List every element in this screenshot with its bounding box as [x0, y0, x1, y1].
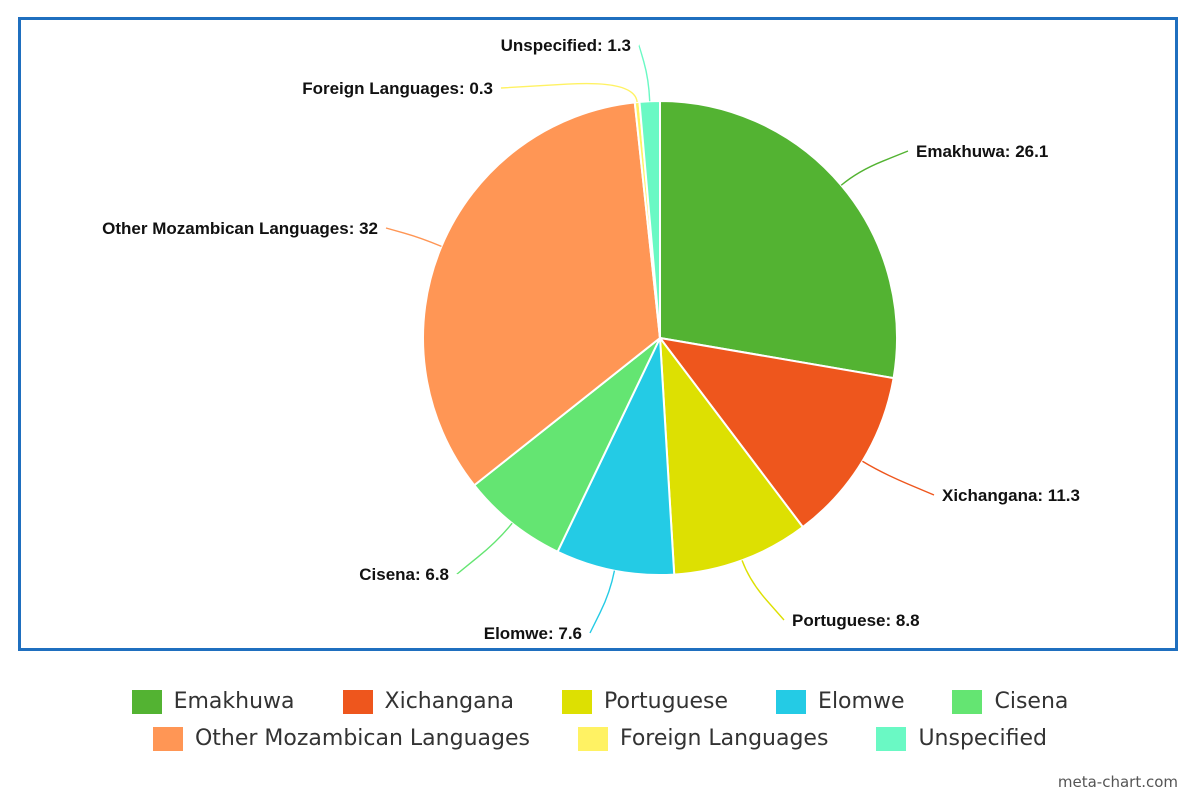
leader-line-other-mozambican-languages	[385, 227, 442, 248]
slice-label-foreign-languages: Foreign Languages: 0.3	[302, 79, 493, 98]
legend-label: Cisena	[994, 689, 1069, 714]
legend-label: Emakhuwa	[173, 689, 295, 714]
legend-swatch	[876, 726, 907, 751]
credit-text: meta-chart.com	[1057, 773, 1178, 791]
legend-label: Other Mozambican Languages	[194, 726, 530, 751]
leader-line-xichangana	[862, 460, 935, 496]
slice-label-other-mozambican-languages: Other Mozambican Languages: 32	[102, 219, 378, 238]
legend-swatch	[952, 689, 983, 714]
pie-slices	[422, 99, 898, 576]
legend: Emakhuwa Xichangana Portuguese Elomwe Cisena…	[0, 683, 1200, 757]
legend-item-cisena[interactable]: Cisena	[952, 683, 1068, 720]
leader-line-cisena	[456, 522, 513, 575]
leader-lines	[385, 44, 935, 634]
legend-swatch	[152, 726, 183, 751]
pie-slice-emakhuwa	[659, 99, 898, 380]
slice-labels: Emakhuwa: 26.1 Xichangana: 11.3 Portuguese…	[102, 36, 1080, 643]
leader-line-portuguese	[741, 560, 785, 621]
slice-label-portuguese: Portuguese: 8.8	[792, 611, 920, 630]
legend-item-portuguese[interactable]: Portuguese	[562, 683, 728, 720]
legend-item-elomwe[interactable]: Elomwe	[776, 683, 904, 720]
leader-line-emakhuwa	[840, 150, 909, 186]
legend-item-xichangana[interactable]: Xichangana	[342, 683, 515, 720]
pie-slice-cisena	[472, 337, 661, 554]
legend-label: Foreign Languages	[619, 726, 829, 751]
legend-item-emakhuwa[interactable]: Emakhuwa	[131, 683, 295, 720]
legend-item-foreign-languages[interactable]: Foreign Languages	[577, 720, 829, 757]
legend-swatch	[131, 689, 162, 714]
pie-slice-elomwe	[556, 334, 676, 576]
legend-label: Xichangana	[384, 689, 515, 714]
legend-swatch	[577, 726, 608, 751]
legend-row: Other Mozambican Languages Foreign Langua…	[0, 720, 1200, 757]
legend-label: Portuguese	[604, 689, 729, 714]
pie-chart: Emakhuwa: 26.1 Xichangana: 11.3 Portuguese…	[102, 36, 1080, 643]
legend-item-unspecified[interactable]: Unspecified	[876, 720, 1047, 757]
legend-label: Unspecified	[918, 726, 1048, 751]
legend-swatch	[342, 689, 373, 714]
slice-label-cisena: Cisena: 6.8	[359, 565, 449, 584]
legend-swatch	[562, 689, 593, 714]
leader-line-elomwe	[589, 570, 616, 634]
leader-line-unspecified	[638, 44, 651, 102]
legend-item-other-mozambican-languages[interactable]: Other Mozambican Languages	[152, 720, 530, 757]
legend-row: Emakhuwa Xichangana Portuguese Elomwe Cisena	[0, 683, 1200, 720]
slice-label-emakhuwa: Emakhuwa: 26.1	[916, 142, 1048, 161]
pie-slice-portuguese	[658, 334, 805, 576]
legend-label: Elomwe	[818, 689, 905, 714]
slice-label-xichangana: Xichangana: 11.3	[942, 486, 1080, 505]
slice-label-unspecified: Unspecified: 1.3	[501, 36, 631, 55]
slice-label-elomwe: Elomwe: 7.6	[484, 624, 582, 643]
legend-swatch	[776, 689, 807, 714]
leader-line-foreign-languages	[500, 82, 638, 103]
